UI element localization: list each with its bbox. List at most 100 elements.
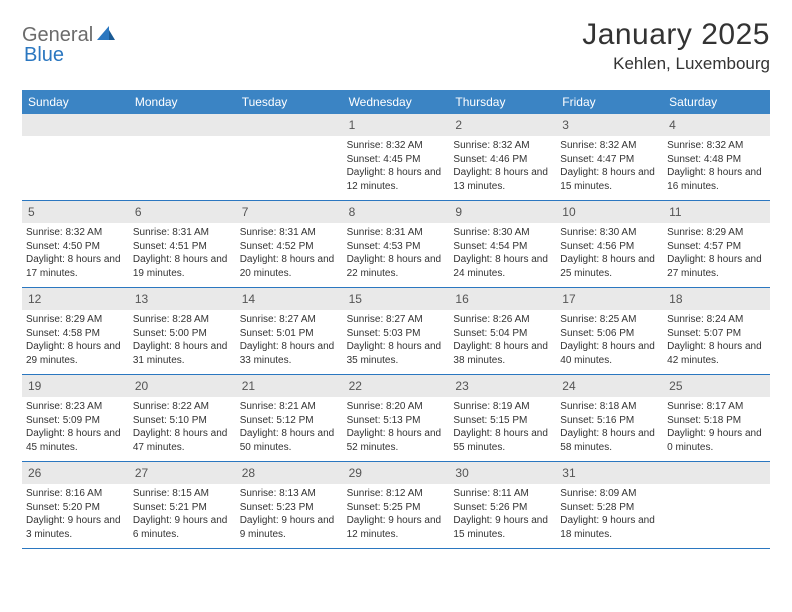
sunrise-text: Sunrise: 8:31 AM — [133, 226, 232, 240]
daylight-text: Daylight: 8 hours and 45 minutes. — [26, 427, 125, 454]
location-subtitle: Kehlen, Luxembourg — [582, 54, 770, 74]
calendar-day: 13Sunrise: 8:28 AMSunset: 5:00 PMDayligh… — [129, 288, 236, 374]
calendar-day: 22Sunrise: 8:20 AMSunset: 5:13 PMDayligh… — [343, 375, 450, 461]
daylight-text: Daylight: 9 hours and 3 minutes. — [26, 514, 125, 541]
daylight-text: Daylight: 9 hours and 0 minutes. — [667, 427, 766, 454]
calendar-day: 4Sunrise: 8:32 AMSunset: 4:48 PMDaylight… — [663, 114, 770, 200]
sunset-text: Sunset: 5:09 PM — [26, 414, 125, 428]
daylight-text: Daylight: 8 hours and 15 minutes. — [560, 166, 659, 193]
calendar-day: 28Sunrise: 8:13 AMSunset: 5:23 PMDayligh… — [236, 462, 343, 548]
calendar-day — [236, 114, 343, 200]
day-number: 6 — [129, 201, 236, 223]
calendar-day: 16Sunrise: 8:26 AMSunset: 5:04 PMDayligh… — [449, 288, 556, 374]
calendar-day: 7Sunrise: 8:31 AMSunset: 4:52 PMDaylight… — [236, 201, 343, 287]
day-number: 3 — [556, 114, 663, 136]
day-number: 10 — [556, 201, 663, 223]
daylight-text: Daylight: 8 hours and 50 minutes. — [240, 427, 339, 454]
sunrise-text: Sunrise: 8:16 AM — [26, 487, 125, 501]
sunrise-text: Sunrise: 8:15 AM — [133, 487, 232, 501]
dow-sunday: Sunday — [22, 90, 129, 114]
daylight-text: Daylight: 9 hours and 9 minutes. — [240, 514, 339, 541]
day-number: 12 — [22, 288, 129, 310]
calendar-day: 23Sunrise: 8:19 AMSunset: 5:15 PMDayligh… — [449, 375, 556, 461]
sunrise-text: Sunrise: 8:25 AM — [560, 313, 659, 327]
calendar-day: 15Sunrise: 8:27 AMSunset: 5:03 PMDayligh… — [343, 288, 450, 374]
daylight-text: Daylight: 8 hours and 55 minutes. — [453, 427, 552, 454]
day-number: 30 — [449, 462, 556, 484]
sunset-text: Sunset: 4:47 PM — [560, 153, 659, 167]
calendar-day: 31Sunrise: 8:09 AMSunset: 5:28 PMDayligh… — [556, 462, 663, 548]
sunrise-text: Sunrise: 8:17 AM — [667, 400, 766, 414]
daylight-text: Daylight: 8 hours and 52 minutes. — [347, 427, 446, 454]
calendar-day: 6Sunrise: 8:31 AMSunset: 4:51 PMDaylight… — [129, 201, 236, 287]
day-number: 2 — [449, 114, 556, 136]
day-number: 9 — [449, 201, 556, 223]
calendar-day: 9Sunrise: 8:30 AMSunset: 4:54 PMDaylight… — [449, 201, 556, 287]
day-number: 11 — [663, 201, 770, 223]
sunrise-text: Sunrise: 8:23 AM — [26, 400, 125, 414]
day-number: 8 — [343, 201, 450, 223]
daylight-text: Daylight: 8 hours and 33 minutes. — [240, 340, 339, 367]
calendar-week: 12Sunrise: 8:29 AMSunset: 4:58 PMDayligh… — [22, 288, 770, 375]
calendar-week: 19Sunrise: 8:23 AMSunset: 5:09 PMDayligh… — [22, 375, 770, 462]
sunset-text: Sunset: 5:18 PM — [667, 414, 766, 428]
daylight-text: Daylight: 8 hours and 40 minutes. — [560, 340, 659, 367]
calendar-day: 21Sunrise: 8:21 AMSunset: 5:12 PMDayligh… — [236, 375, 343, 461]
calendar-day — [663, 462, 770, 548]
calendar-day: 25 Sunrise: 8:17 AMSunset: 5:18 PMDayligh… — [663, 375, 770, 461]
day-number: 25 — [663, 375, 770, 397]
sunset-text: Sunset: 5:06 PM — [560, 327, 659, 341]
sunrise-text: Sunrise: 8:26 AM — [453, 313, 552, 327]
sunrise-text: Sunrise: 8:30 AM — [560, 226, 659, 240]
sunset-text: Sunset: 5:01 PM — [240, 327, 339, 341]
sunset-text: Sunset: 5:23 PM — [240, 501, 339, 515]
logo-text-blue: Blue — [24, 44, 64, 67]
sunset-text: Sunset: 5:21 PM — [133, 501, 232, 515]
calendar-day: 2Sunrise: 8:32 AMSunset: 4:46 PMDaylight… — [449, 114, 556, 200]
day-number: 20 — [129, 375, 236, 397]
daylight-text: Daylight: 8 hours and 13 minutes. — [453, 166, 552, 193]
sunrise-text: Sunrise: 8:11 AM — [453, 487, 552, 501]
calendar-day — [22, 114, 129, 200]
sunrise-text: Sunrise: 8:32 AM — [347, 139, 446, 153]
calendar-week: 26Sunrise: 8:16 AMSunset: 5:20 PMDayligh… — [22, 462, 770, 549]
sunset-text: Sunset: 5:03 PM — [347, 327, 446, 341]
sunset-text: Sunset: 4:52 PM — [240, 240, 339, 254]
sunset-text: Sunset: 5:12 PM — [240, 414, 339, 428]
calendar-day: 5Sunrise: 8:32 AMSunset: 4:50 PMDaylight… — [22, 201, 129, 287]
daylight-text: Daylight: 8 hours and 17 minutes. — [26, 253, 125, 280]
sunrise-text: Sunrise: 8:32 AM — [560, 139, 659, 153]
sunset-text: Sunset: 5:26 PM — [453, 501, 552, 515]
calendar-day: 1Sunrise: 8:32 AMSunset: 4:45 PMDaylight… — [343, 114, 450, 200]
sunset-text: Sunset: 5:28 PM — [560, 501, 659, 515]
daylight-text: Daylight: 8 hours and 29 minutes. — [26, 340, 125, 367]
sunrise-text: Sunrise: 8:18 AM — [560, 400, 659, 414]
sunset-text: Sunset: 4:53 PM — [347, 240, 446, 254]
daylight-text: Daylight: 8 hours and 24 minutes. — [453, 253, 552, 280]
header: General January 2025 Kehlen, Luxembourg — [22, 18, 770, 74]
dow-wednesday: Wednesday — [343, 90, 450, 114]
sunset-text: Sunset: 5:25 PM — [347, 501, 446, 515]
sunrise-text: Sunrise: 8:28 AM — [133, 313, 232, 327]
day-number: 23 — [449, 375, 556, 397]
sunset-text: Sunset: 5:00 PM — [133, 327, 232, 341]
sunrise-text: Sunrise: 8:29 AM — [26, 313, 125, 327]
daylight-text: Daylight: 8 hours and 58 minutes. — [560, 427, 659, 454]
sunset-text: Sunset: 4:51 PM — [133, 240, 232, 254]
sunrise-text: Sunrise: 8:27 AM — [240, 313, 339, 327]
calendar-week: 1Sunrise: 8:32 AMSunset: 4:45 PMDaylight… — [22, 114, 770, 201]
sunrise-text: Sunrise: 8:13 AM — [240, 487, 339, 501]
calendar: Sunday Monday Tuesday Wednesday Thursday… — [22, 90, 770, 549]
day-number: 4 — [663, 114, 770, 136]
daylight-text: Daylight: 8 hours and 25 minutes. — [560, 253, 659, 280]
day-number: 5 — [22, 201, 129, 223]
calendar-day: 26Sunrise: 8:16 AMSunset: 5:20 PMDayligh… — [22, 462, 129, 548]
calendar-day: 3 Sunrise: 8:32 AMSunset: 4:47 PMDaylight… — [556, 114, 663, 200]
daylight-text: Daylight: 8 hours and 35 minutes. — [347, 340, 446, 367]
sunrise-text: Sunrise: 8:21 AM — [240, 400, 339, 414]
sunrise-text: Sunrise: 8:12 AM — [347, 487, 446, 501]
calendar-day: 27Sunrise: 8:15 AMSunset: 5:21 PMDayligh… — [129, 462, 236, 548]
day-number-empty — [236, 114, 343, 136]
day-number: 26 — [22, 462, 129, 484]
daylight-text: Daylight: 9 hours and 6 minutes. — [133, 514, 232, 541]
